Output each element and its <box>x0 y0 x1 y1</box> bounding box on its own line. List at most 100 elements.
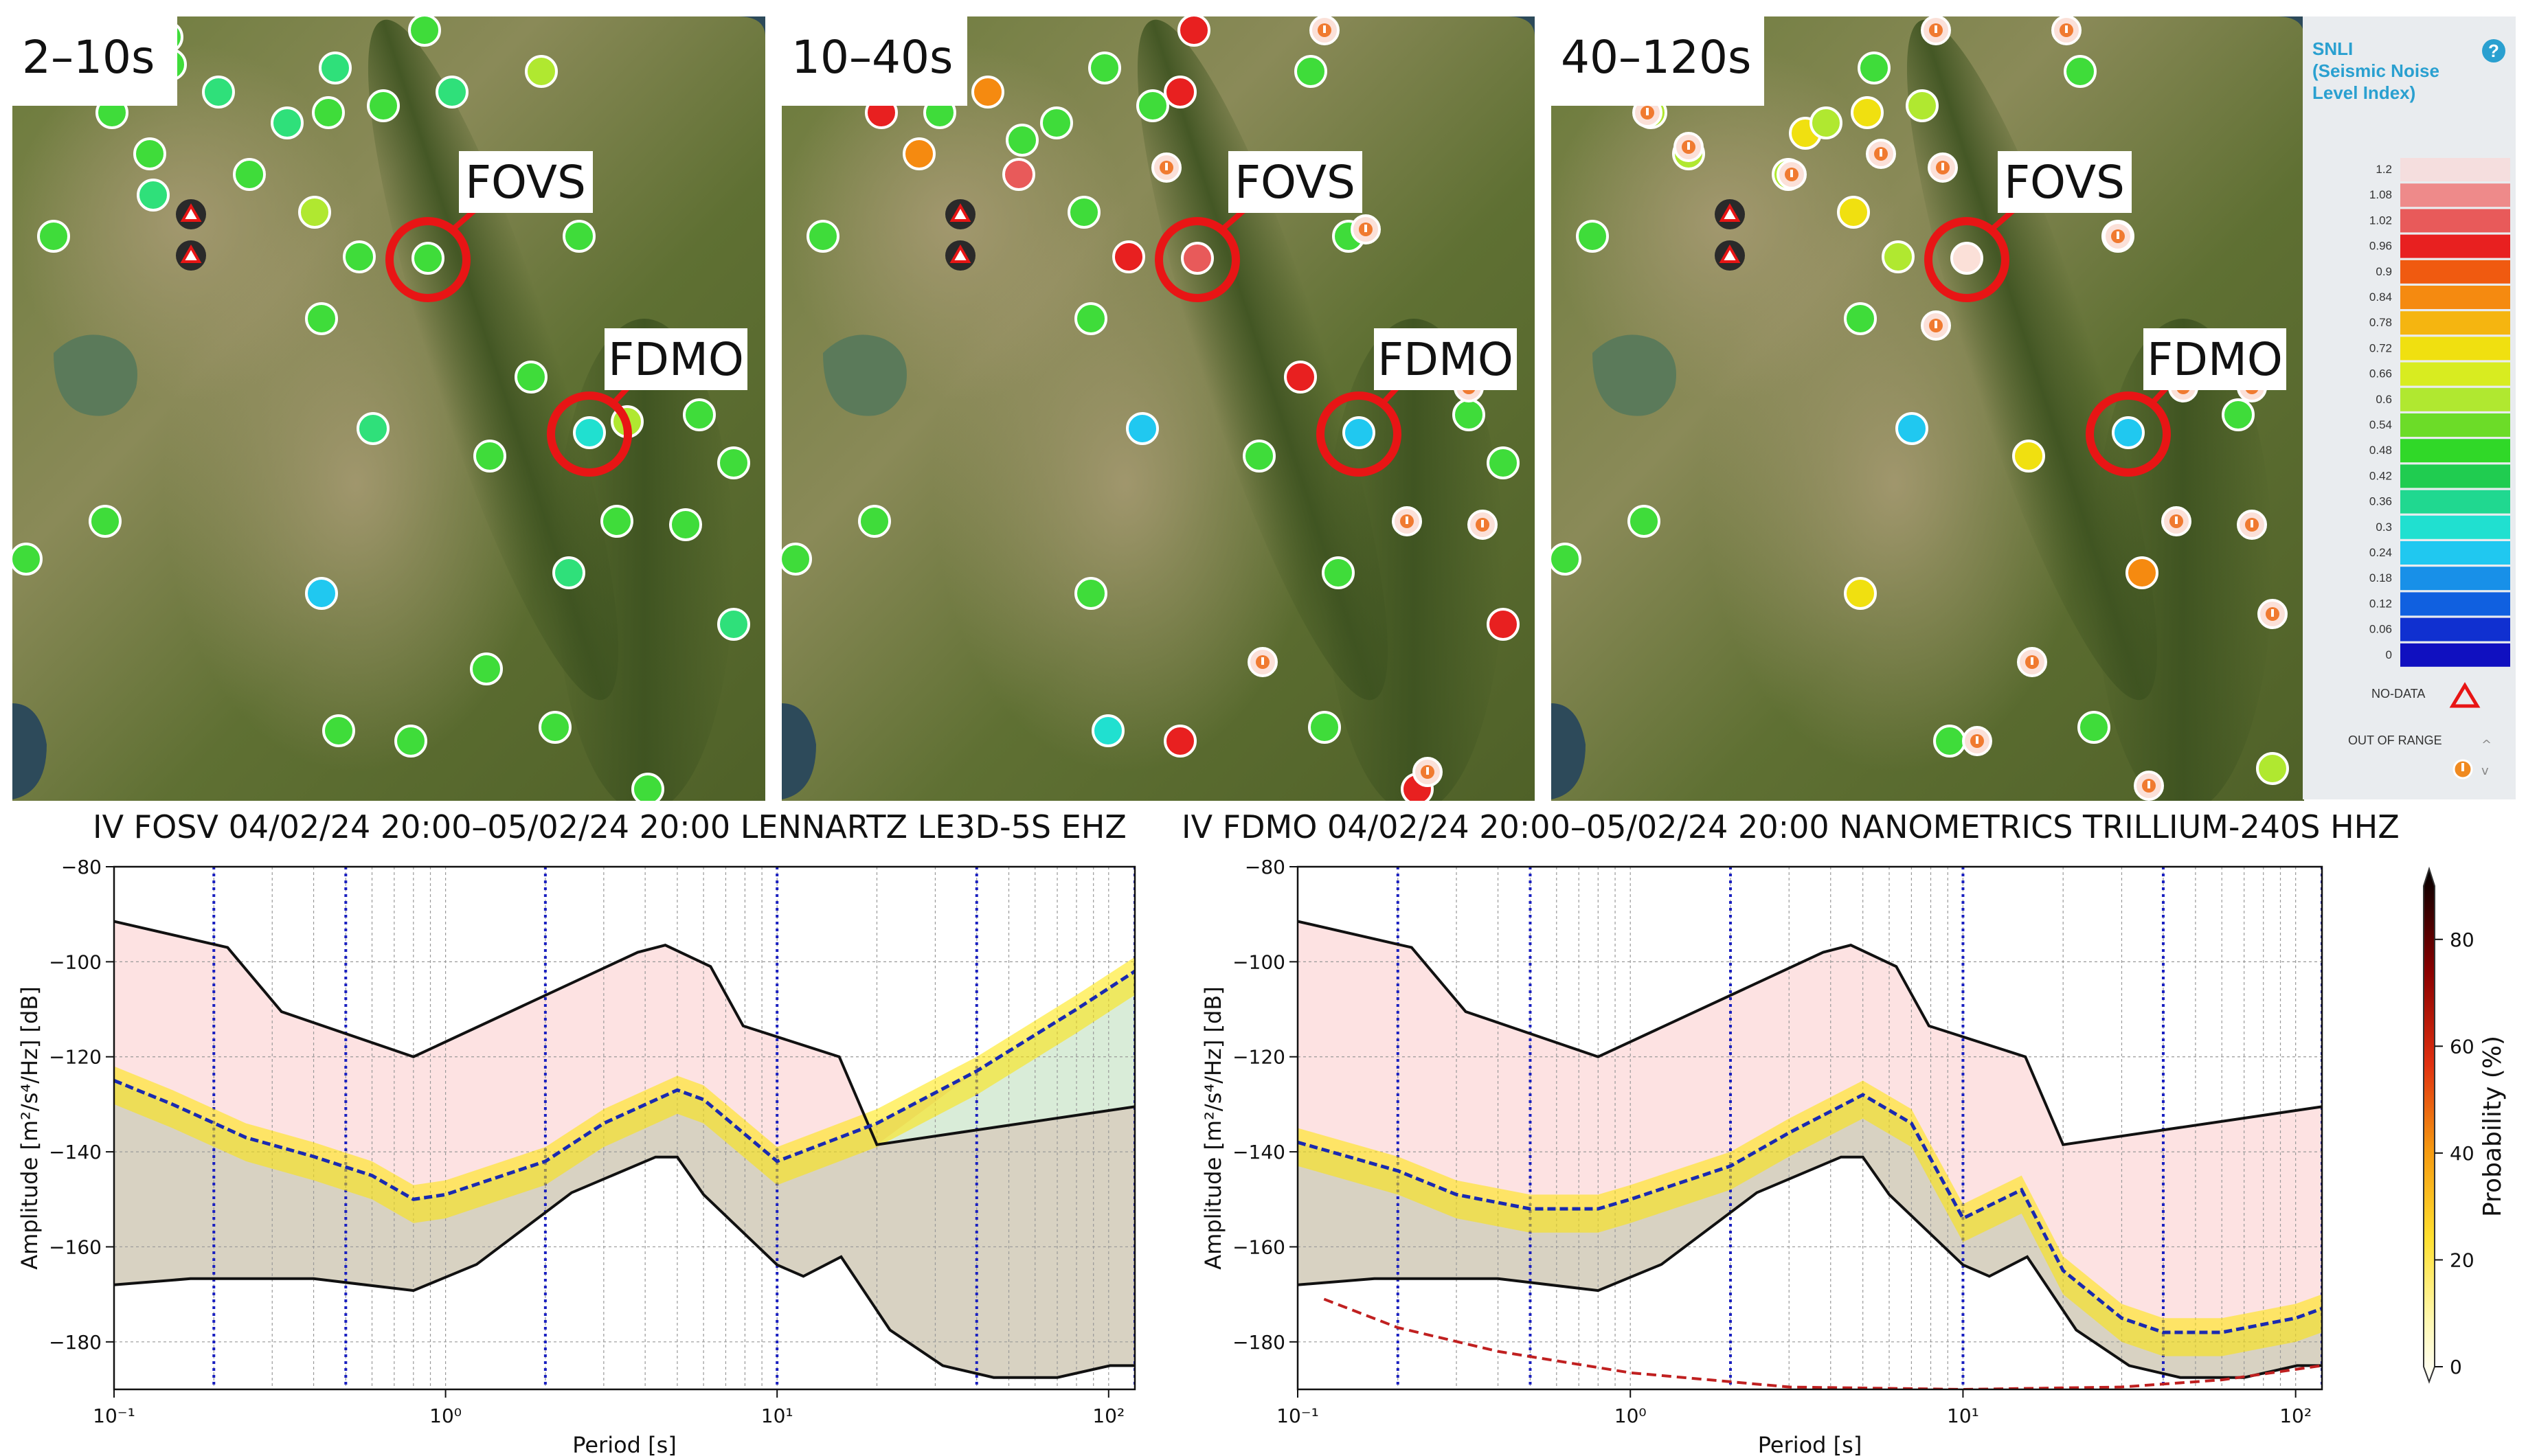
station-marker[interactable] <box>2256 752 2289 785</box>
fdmo-station-marker[interactable] <box>573 416 606 449</box>
legend-color-swatch <box>2400 234 2510 258</box>
station-marker[interactable] <box>322 714 355 747</box>
station-marker[interactable] <box>2125 556 2158 589</box>
station-marker[interactable] <box>1858 52 1891 84</box>
x-axis-label: Period [s] <box>1758 1432 1862 1456</box>
legend-scale-value: 0.72 <box>2369 341 2392 354</box>
station-marker[interactable] <box>1882 240 1915 273</box>
chart-title: IV FOSV 04/02/24 20:00–05/02/24 20:00 LE… <box>93 808 1127 845</box>
station-marker[interactable] <box>233 158 266 191</box>
station-marker[interactable] <box>1164 725 1197 758</box>
station-marker[interactable] <box>631 773 664 804</box>
station-marker[interactable] <box>312 96 345 129</box>
station-marker[interactable] <box>563 220 596 253</box>
station-marker[interactable] <box>2077 711 2110 744</box>
station-marker[interactable] <box>2012 440 2045 473</box>
station-marker[interactable] <box>1112 240 1145 273</box>
station-marker[interactable] <box>37 220 70 253</box>
chevron-up-icon[interactable]: ^ <box>2481 738 2492 752</box>
station-marker[interactable] <box>1074 577 1107 610</box>
station-marker[interactable] <box>669 508 702 541</box>
station-marker[interactable] <box>1243 440 1276 473</box>
station-marker[interactable] <box>2064 55 2097 88</box>
station-marker[interactable] <box>470 652 503 685</box>
station-marker[interactable] <box>473 440 506 473</box>
station-marker[interactable] <box>1627 505 1660 538</box>
station-marker[interactable] <box>1851 96 1884 129</box>
station-marker[interactable] <box>1322 556 1355 589</box>
fdmo-station-marker[interactable] <box>2112 416 2145 449</box>
station-marker[interactable] <box>1844 302 1877 335</box>
fovs-station-marker[interactable] <box>411 242 444 275</box>
station-marker[interactable] <box>1895 412 1928 445</box>
station-marker[interactable] <box>1126 412 1159 445</box>
fdmo-station-marker[interactable] <box>1342 416 1375 449</box>
station-marker[interactable] <box>319 52 352 84</box>
station-marker[interactable] <box>1092 714 1125 747</box>
station-marker[interactable] <box>683 398 716 431</box>
legend-scale-value: 0.9 <box>2376 265 2392 278</box>
station-marker[interactable] <box>903 137 936 170</box>
legend-color-swatch <box>2400 286 2510 309</box>
station-marker[interactable] <box>436 76 469 109</box>
station-marker[interactable] <box>1088 52 1121 84</box>
station-marker[interactable] <box>539 711 572 744</box>
station-marker[interactable] <box>1074 302 1107 335</box>
station-marker[interactable] <box>1809 106 1842 139</box>
station-marker[interactable] <box>343 240 376 273</box>
station-marker[interactable] <box>202 76 235 109</box>
station-marker[interactable] <box>2222 398 2255 431</box>
station-marker[interactable] <box>367 89 400 122</box>
fdmo-ring <box>547 391 632 477</box>
station-marker[interactable] <box>552 556 585 589</box>
station-marker[interactable] <box>1906 89 1939 122</box>
station-marker[interactable] <box>305 302 338 335</box>
station-marker[interactable] <box>1177 15 1210 47</box>
chevron-down-icon[interactable]: v <box>2481 764 2489 778</box>
station-marker[interactable] <box>717 446 750 479</box>
station-marker[interactable] <box>1487 608 1520 641</box>
station-marker[interactable] <box>1068 196 1101 229</box>
station-marker[interactable] <box>1452 398 1485 431</box>
station-marker[interactable] <box>133 137 166 170</box>
station-marker[interactable] <box>1002 158 1035 191</box>
station-marker[interactable] <box>298 196 331 229</box>
station-marker[interactable] <box>305 577 338 610</box>
station-marker[interactable] <box>357 412 390 445</box>
fovs-station-marker[interactable] <box>1950 242 1983 275</box>
station-marker[interactable] <box>89 505 122 538</box>
station-marker[interactable] <box>1550 543 1581 576</box>
station-marker[interactable] <box>971 76 1004 109</box>
station-marker[interactable] <box>394 725 427 758</box>
help-button[interactable]: ? <box>2482 39 2505 62</box>
station-marker[interactable] <box>1294 55 1327 88</box>
station-marker[interactable] <box>137 179 170 212</box>
legend-scale-value: 1.2 <box>2376 163 2392 176</box>
station-marker[interactable] <box>780 543 812 576</box>
station-marker[interactable] <box>1040 106 1073 139</box>
station-marker[interactable] <box>271 106 304 139</box>
station-marker[interactable] <box>858 505 891 538</box>
station-marker[interactable] <box>1006 124 1039 157</box>
station-marker[interactable] <box>515 361 548 394</box>
station-marker[interactable] <box>1284 361 1317 394</box>
legend-scale-value: 1.02 <box>2369 214 2392 227</box>
station-marker[interactable] <box>1487 446 1520 479</box>
station-marker[interactable] <box>600 505 633 538</box>
station-marker[interactable] <box>1933 725 1966 758</box>
band-label: 10–40s <box>791 31 953 84</box>
station-marker[interactable] <box>807 220 839 253</box>
station-marker[interactable] <box>408 15 441 47</box>
station-marker[interactable] <box>1308 711 1341 744</box>
station-marker[interactable] <box>525 55 558 88</box>
fovs-station-marker[interactable] <box>1181 242 1214 275</box>
station-marker[interactable] <box>1844 577 1877 610</box>
station-marker[interactable] <box>717 608 750 641</box>
help-glyph: ? <box>2488 41 2499 61</box>
station-marker[interactable] <box>11 543 43 576</box>
station-marker[interactable] <box>1136 89 1169 122</box>
station-marker[interactable] <box>1164 76 1197 109</box>
station-marker[interactable] <box>1837 196 1870 229</box>
help-icon <box>2482 39 2505 62</box>
station-marker[interactable] <box>1576 220 1609 253</box>
